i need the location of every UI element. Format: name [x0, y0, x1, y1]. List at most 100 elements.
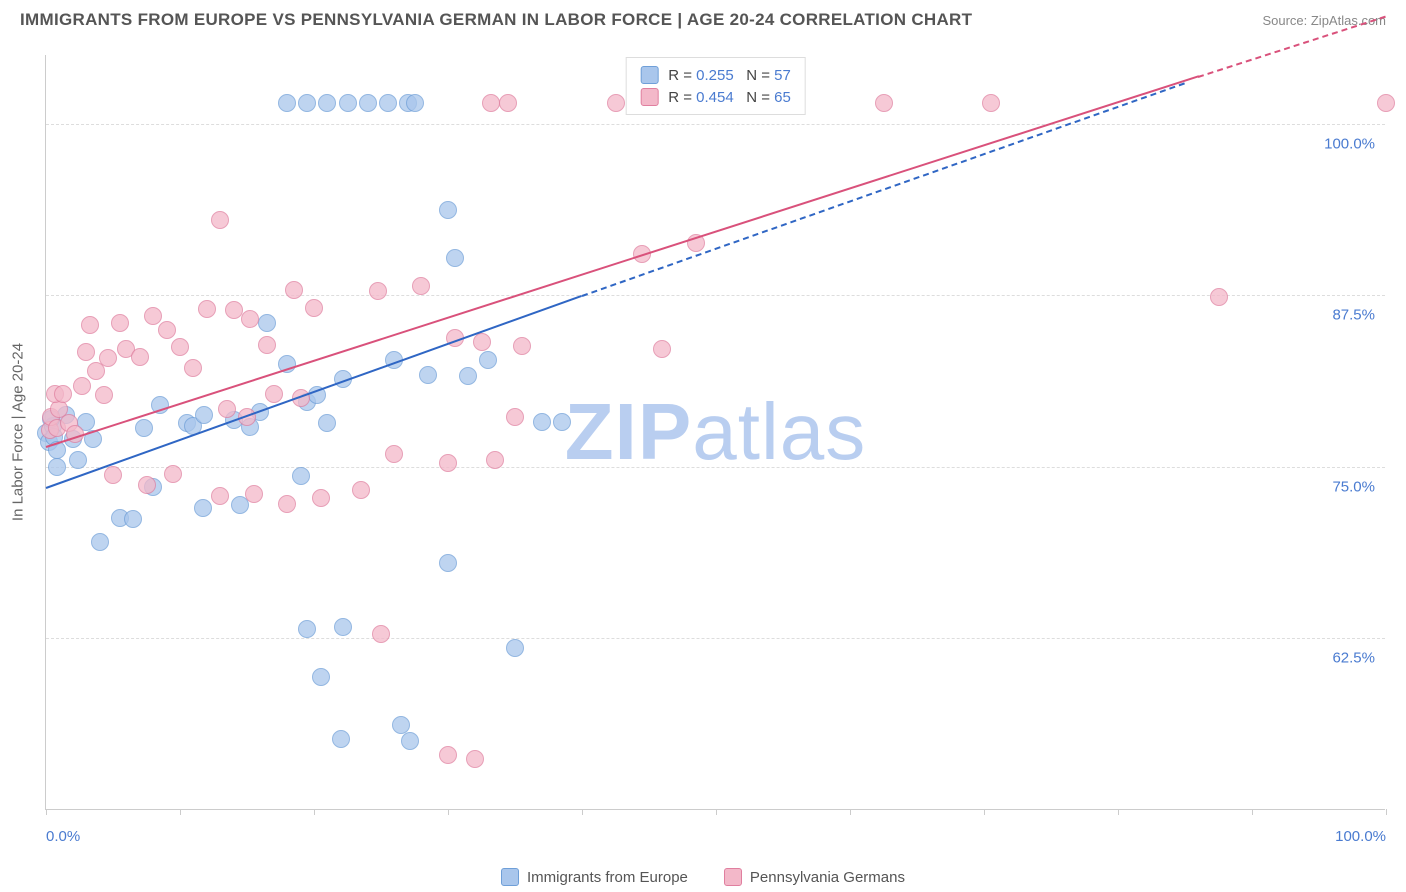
legend-stats: R = 0.454 N = 65: [668, 89, 791, 106]
data-point: [258, 314, 276, 332]
data-point: [419, 366, 437, 384]
data-point: [653, 340, 671, 358]
data-point: [352, 481, 370, 499]
watermark: ZIPatlas: [565, 386, 866, 478]
data-point: [131, 348, 149, 366]
legend-item: Pennsylvania Germans: [724, 868, 905, 886]
gridline: [46, 124, 1385, 125]
data-point: [285, 281, 303, 299]
data-point: [111, 314, 129, 332]
data-point: [298, 94, 316, 112]
data-point: [446, 249, 464, 267]
x-tick: [984, 809, 985, 815]
data-point: [466, 750, 484, 768]
data-point: [245, 485, 263, 503]
data-point: [69, 451, 87, 469]
data-point: [439, 201, 457, 219]
y-tick-label: 87.5%: [1332, 307, 1375, 324]
chart-title: IMMIGRANTS FROM EUROPE VS PENNSYLVANIA G…: [20, 10, 972, 30]
gridline: [46, 467, 1385, 468]
legend-swatch: [501, 868, 519, 886]
data-point: [305, 299, 323, 317]
correlation-legend: R = 0.255 N = 57 R = 0.454 N = 65: [625, 57, 806, 115]
data-point: [339, 94, 357, 112]
legend-label: Pennsylvania Germans: [750, 869, 905, 886]
trend-line: [46, 76, 1199, 449]
scatter-chart: ZIPatlas R = 0.255 N = 57 R = 0.454 N = 6…: [45, 55, 1385, 810]
data-point: [164, 465, 182, 483]
x-tick: [448, 809, 449, 815]
data-point: [513, 337, 531, 355]
data-point: [334, 618, 352, 636]
gridline: [46, 295, 1385, 296]
data-point: [439, 454, 457, 472]
data-point: [359, 94, 377, 112]
data-point: [439, 746, 457, 764]
x-tick: [180, 809, 181, 815]
legend-row: R = 0.454 N = 65: [640, 86, 791, 108]
x-tick: [1386, 809, 1387, 815]
legend-swatch: [640, 66, 658, 84]
data-point: [211, 487, 229, 505]
data-point: [241, 310, 259, 328]
data-point: [184, 359, 202, 377]
legend-row: R = 0.255 N = 57: [640, 64, 791, 86]
legend-swatch: [640, 88, 658, 106]
data-point: [875, 94, 893, 112]
data-point: [499, 94, 517, 112]
data-point: [73, 377, 91, 395]
data-point: [369, 282, 387, 300]
plot-area: ZIPatlas R = 0.255 N = 57 R = 0.454 N = 6…: [45, 55, 1385, 810]
data-point: [81, 316, 99, 334]
x-tick: [582, 809, 583, 815]
legend-item: Immigrants from Europe: [501, 868, 688, 886]
legend-swatch: [724, 868, 742, 886]
x-tick: [716, 809, 717, 815]
x-tick: [1118, 809, 1119, 815]
data-point: [258, 336, 276, 354]
data-point: [412, 277, 430, 295]
data-point: [48, 458, 66, 476]
data-point: [982, 94, 1000, 112]
data-point: [278, 495, 296, 513]
watermark-bold: ZIP: [565, 387, 692, 476]
data-point: [77, 343, 95, 361]
data-point: [195, 406, 213, 424]
data-point: [607, 94, 625, 112]
data-point: [1377, 94, 1395, 112]
series-legend: Immigrants from Europe Pennsylvania Germa…: [0, 868, 1406, 886]
data-point: [298, 620, 316, 638]
data-point: [312, 489, 330, 507]
x-tick: [1252, 809, 1253, 815]
x-tick-label: 0.0%: [46, 828, 80, 845]
data-point: [318, 94, 336, 112]
data-point: [99, 349, 117, 367]
data-point: [312, 668, 330, 686]
data-point: [54, 385, 72, 403]
data-point: [211, 211, 229, 229]
data-point: [171, 338, 189, 356]
y-tick-label: 75.0%: [1332, 478, 1375, 495]
data-point: [401, 732, 419, 750]
y-axis-label: In Labor Force | Age 20-24: [10, 343, 27, 521]
data-point: [379, 94, 397, 112]
data-point: [385, 445, 403, 463]
y-tick-label: 62.5%: [1332, 650, 1375, 667]
x-tick-label: 100.0%: [1335, 828, 1386, 845]
data-point: [158, 321, 176, 339]
data-point: [533, 413, 551, 431]
data-point: [1210, 288, 1228, 306]
data-point: [278, 94, 296, 112]
watermark-rest: atlas: [692, 387, 866, 476]
source-label: Source: ZipAtlas.com: [1262, 13, 1386, 28]
data-point: [318, 414, 336, 432]
data-point: [194, 499, 212, 517]
data-point: [104, 466, 122, 484]
x-tick: [850, 809, 851, 815]
legend-stats: R = 0.255 N = 57: [668, 67, 791, 84]
gridline: [46, 638, 1385, 639]
data-point: [459, 367, 477, 385]
data-point: [135, 419, 153, 437]
y-tick-label: 100.0%: [1324, 135, 1375, 152]
data-point: [95, 386, 113, 404]
